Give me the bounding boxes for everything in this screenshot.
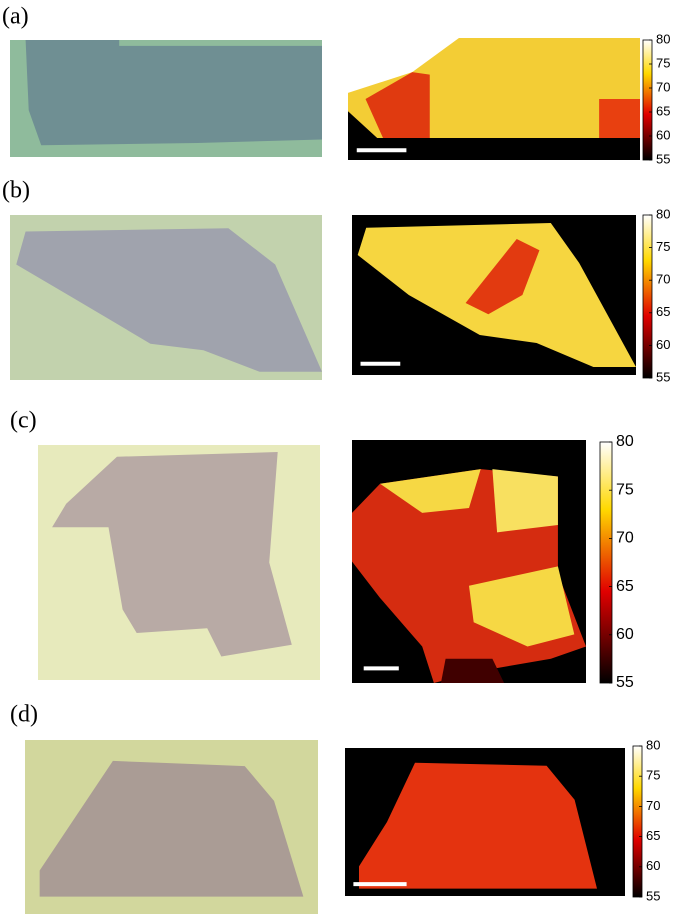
colorbar-tick-label: 80 xyxy=(616,433,634,450)
colorbar-tick-label: 75 xyxy=(656,55,670,70)
colorbar xyxy=(643,215,652,378)
colorbar-tick-label: 55 xyxy=(646,888,660,903)
colorbar-tick-label: 65 xyxy=(656,304,670,319)
figure: (a) 55 60 65 70 75 80 (b) 55 60 65 70 75 80 (c) 55 60 65 7… xyxy=(0,0,693,915)
colorbar-tick-label: 65 xyxy=(616,578,634,595)
colorbar-tick-label: 80 xyxy=(656,31,670,46)
colorbar-tick-label: 60 xyxy=(656,127,670,142)
colorbar-tick-label: 65 xyxy=(656,103,670,118)
colorbar xyxy=(633,746,642,897)
panel-label: (c) xyxy=(10,408,37,434)
colorbar-tick-label: 70 xyxy=(656,272,670,287)
panel-label: (d) xyxy=(10,702,38,728)
colorbar-tick-label: 80 xyxy=(656,206,670,221)
colorbar-tick-label: 75 xyxy=(646,768,660,783)
colorbar-tick-label: 70 xyxy=(646,798,660,813)
colorbar-tick-label: 55 xyxy=(616,674,634,691)
panel-label: (b) xyxy=(2,178,30,204)
colorbar-tick-label: 55 xyxy=(656,151,670,166)
colorbar-tick-label: 60 xyxy=(656,337,670,352)
flake xyxy=(26,40,322,145)
colorbar xyxy=(643,40,652,160)
colorbar-tick-label: 55 xyxy=(656,369,670,384)
panel-label: (a) xyxy=(2,4,29,30)
colorbar-tick-label: 70 xyxy=(616,530,634,547)
colorbar-tick-label: 65 xyxy=(646,828,660,843)
map-region xyxy=(492,469,558,532)
colorbar-tick-label: 70 xyxy=(656,79,670,94)
map-region xyxy=(599,99,640,138)
colorbar-tick-label: 75 xyxy=(656,239,670,254)
colorbar xyxy=(600,442,612,683)
colorbar-tick-label: 75 xyxy=(616,481,634,498)
colorbar-tick-label: 60 xyxy=(616,626,634,643)
colorbar-tick-label: 60 xyxy=(646,858,660,873)
colorbar-tick-label: 80 xyxy=(646,737,660,752)
